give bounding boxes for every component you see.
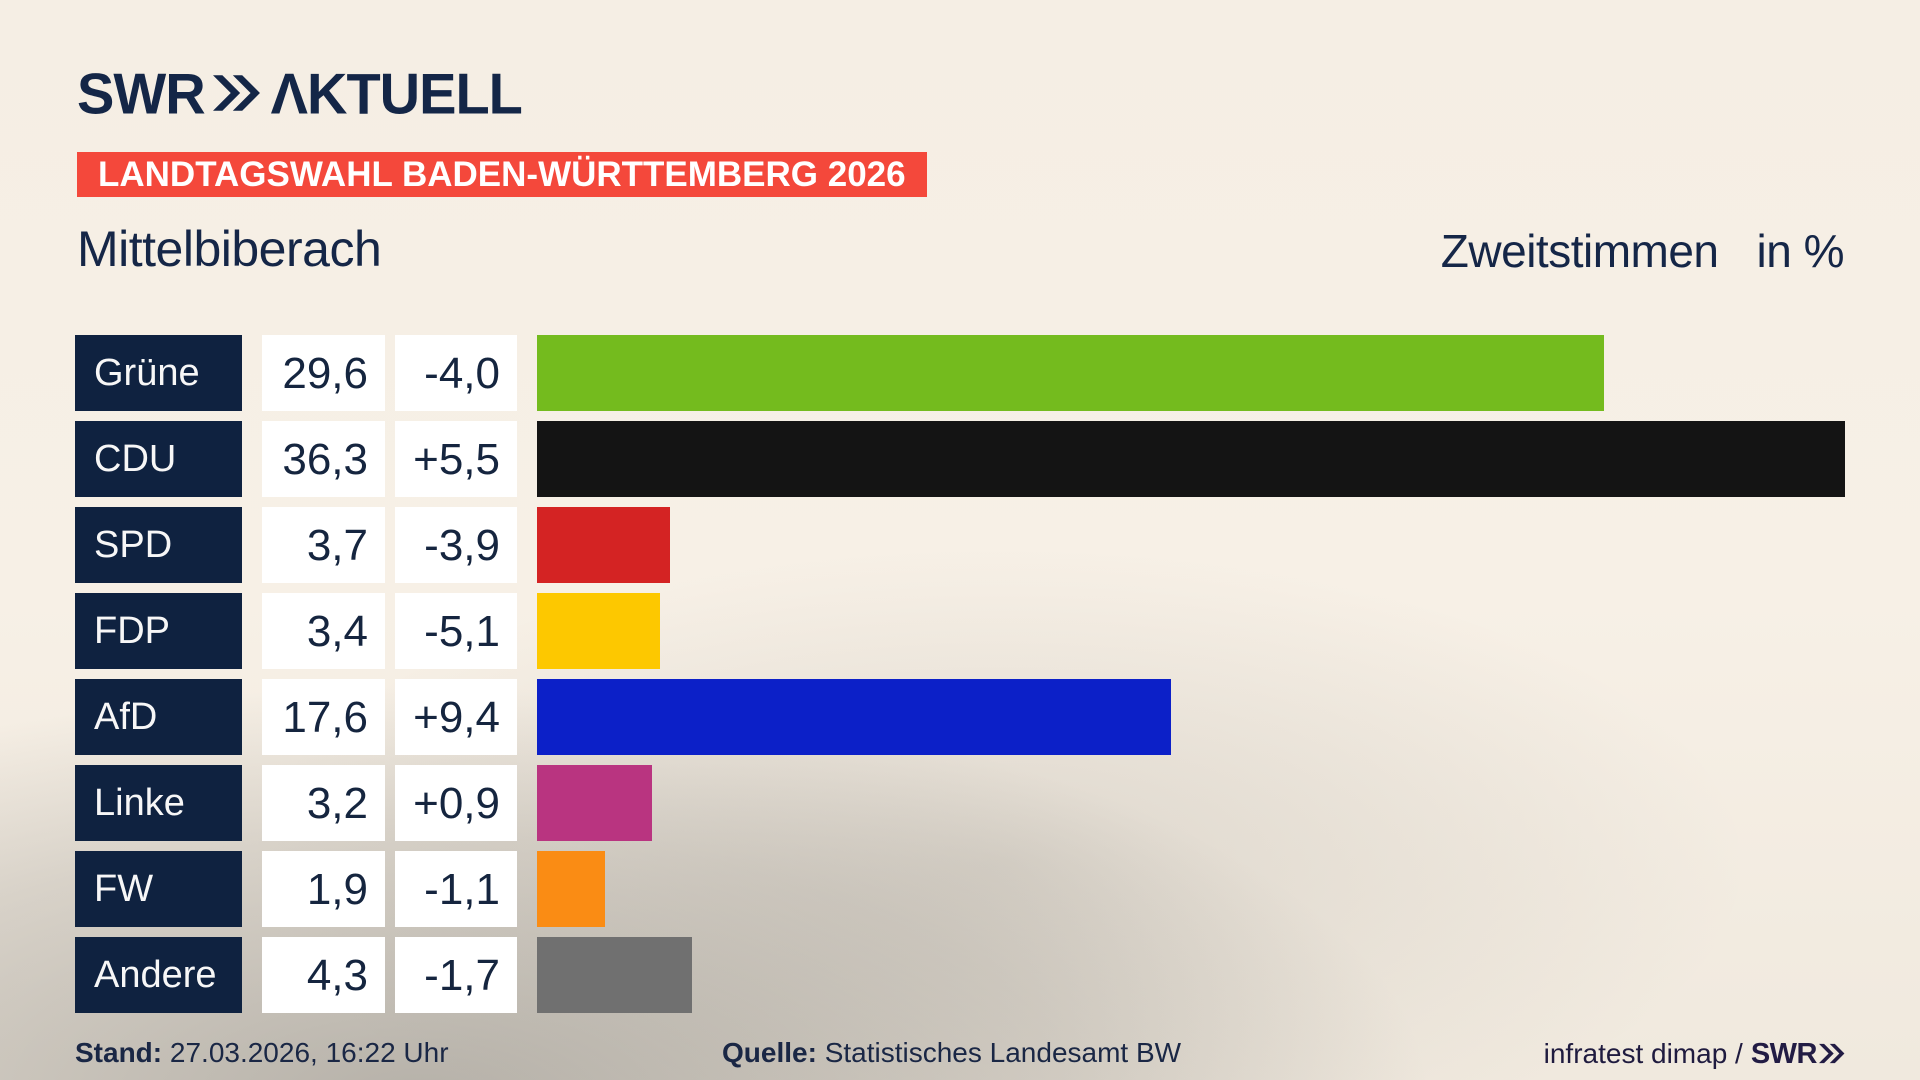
value-cell: 1,9 [262, 851, 385, 927]
result-bar [537, 507, 671, 583]
change-cell: -5,1 [395, 593, 517, 669]
party-label: AfD [75, 679, 242, 755]
value-cell: 36,3 [262, 421, 385, 497]
result-bar [537, 421, 1845, 497]
change-cell: +5,5 [395, 421, 517, 497]
double-chevron-icon [212, 73, 261, 118]
quelle-label: Quelle: [722, 1037, 817, 1068]
party-label: FW [75, 851, 242, 927]
result-row: Linke 3,2 +0,9 [75, 765, 1845, 841]
quelle-value: Statistisches Landesamt BW [824, 1037, 1182, 1068]
value-cell: 29,6 [262, 335, 385, 411]
swr-logo-text: SWR [77, 61, 206, 126]
change-cell: -1,7 [395, 937, 517, 1013]
change-cell: +0,9 [395, 765, 517, 841]
party-label: SPD [75, 507, 242, 583]
change-cell: -3,9 [395, 507, 517, 583]
measure-label: Zweitstimmen [1440, 225, 1719, 277]
status-timestamp: Stand: 27.03.2026, 16:22 Uhr [75, 1037, 449, 1069]
change-cell: +9,4 [395, 679, 517, 755]
bar-track [537, 507, 1845, 583]
unit-label: in % [1756, 225, 1845, 277]
aktuell-logo-text: ΛKTUELL [270, 61, 523, 126]
party-label: CDU [75, 421, 242, 497]
swr-credit-text: SWR [1750, 1037, 1818, 1070]
results-chart: Grüne 29,6 -4,0 CDU 36,3 +5,5 SPD 3,7 -3… [75, 335, 1845, 1013]
result-row: Andere 4,3 -1,7 [75, 937, 1845, 1013]
result-bar [537, 679, 1172, 755]
result-row: CDU 36,3 +5,5 [75, 421, 1845, 497]
election-banner: LANDTAGSWAHL BADEN-WÜRTTEMBERG 2026 [77, 152, 927, 197]
result-row: FDP 3,4 -5,1 [75, 593, 1845, 669]
swr-aktuell-logo: SWR ΛKTUELL [77, 61, 523, 126]
bar-track [537, 851, 1845, 927]
bar-track [537, 679, 1845, 755]
page-title: Mittelbiberach [77, 221, 382, 277]
change-cell: -1,1 [395, 851, 517, 927]
stand-label: Stand: [75, 1037, 163, 1068]
bar-track [537, 421, 1845, 497]
credit-note: infratest dimap / SWR [1544, 1037, 1845, 1071]
source-note: Quelle: Statistisches Landesamt BW [722, 1037, 1181, 1069]
chart-subtitle: Zweitstimmen in % [1440, 224, 1845, 278]
result-row: SPD 3,7 -3,9 [75, 507, 1845, 583]
value-cell: 17,6 [262, 679, 385, 755]
result-bar [537, 593, 660, 669]
double-chevron-small-icon [1819, 1039, 1845, 1071]
result-bar [537, 765, 653, 841]
party-label: Andere [75, 937, 242, 1013]
value-cell: 3,4 [262, 593, 385, 669]
credit-text: infratest dimap / [1543, 1038, 1743, 1069]
result-bar [537, 335, 1604, 411]
party-label: Linke [75, 765, 242, 841]
result-row: FW 1,9 -1,1 [75, 851, 1845, 927]
party-label: FDP [75, 593, 242, 669]
stand-value: 27.03.2026, 16:22 Uhr [169, 1037, 449, 1068]
party-label: Grüne [75, 335, 242, 411]
value-cell: 3,2 [262, 765, 385, 841]
bar-track [537, 593, 1845, 669]
footer: Stand: 27.03.2026, 16:22 Uhr Quelle: Sta… [75, 1037, 1845, 1073]
value-cell: 3,7 [262, 507, 385, 583]
result-bar [537, 937, 692, 1013]
result-bar [537, 851, 606, 927]
result-row: AfD 17,6 +9,4 [75, 679, 1845, 755]
change-cell: -4,0 [395, 335, 517, 411]
bar-track [537, 937, 1845, 1013]
result-row: Grüne 29,6 -4,0 [75, 335, 1845, 411]
bar-track [537, 765, 1845, 841]
value-cell: 4,3 [262, 937, 385, 1013]
bar-track [537, 335, 1845, 411]
